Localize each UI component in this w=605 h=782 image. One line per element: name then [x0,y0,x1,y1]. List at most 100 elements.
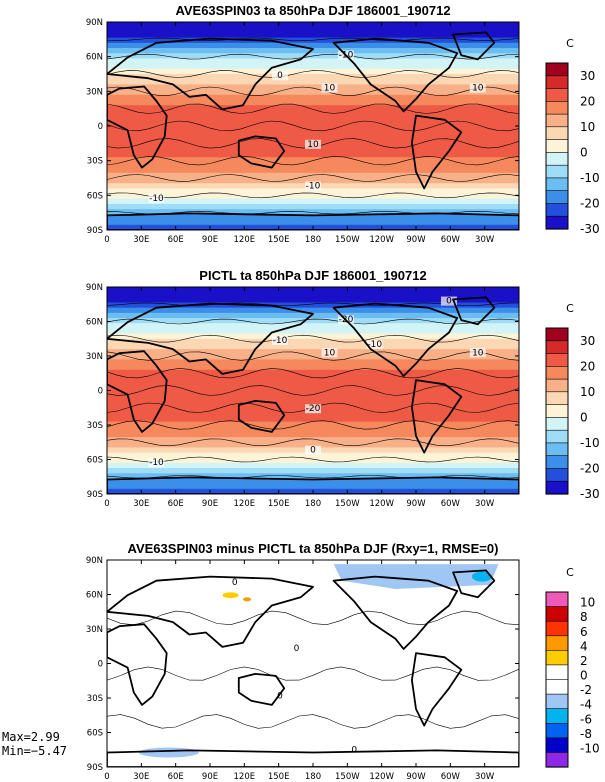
colorbar-label: -30 [580,487,600,501]
colorbar-frame [545,327,569,495]
temperature-band [107,167,519,174]
lon-label: 150E [268,772,290,782]
colorbar-swatch [545,591,569,608]
colorbar-unit: C [566,37,574,50]
colorbar-swatch [545,152,569,166]
colorbar-unit: C [566,302,574,315]
temperature-band [107,349,519,356]
temperature-band [107,483,519,490]
lat-label: 90N [86,18,103,28]
isotherm-line [107,334,519,343]
lon-label: 180 [305,772,321,782]
colorbar-swatch [545,353,569,367]
colorbar-swatch [545,88,569,102]
max-value: Max=2.99 [2,730,60,744]
colorbar-label: -20 [580,461,600,475]
temperature-band [107,318,519,325]
contour-label-bg [366,340,383,350]
temperature-band [107,84,519,91]
colorbar-swatch [545,664,569,681]
isotherm-line [107,456,519,463]
colorbar-label: 30 [580,334,595,348]
contour-label: 0 [446,297,452,307]
lon-label: 60E [168,772,184,782]
temperature-band [107,74,519,80]
temperature-band [107,385,519,392]
colorbar-label: -2 [580,683,592,697]
colorbar-label: 0 [580,410,588,424]
positive-anomaly-core [243,597,252,602]
contour-label: 10 [307,140,319,150]
temperature-band [107,431,519,438]
contour-label: -10 [306,181,321,191]
colorbar-swatch [545,203,569,217]
temperature-band [107,312,519,319]
colorbar-swatch [545,75,569,90]
map-field: 0 0 0 0 [107,560,519,767]
lon-label: 0 [104,499,109,509]
lon-label: 60W [441,499,461,509]
contour-label: 0 [294,644,300,654]
lon-label: 150W [335,235,360,245]
temperature-band [107,442,519,449]
lon-label: 60E [168,235,184,245]
colorbar-swatch [545,679,569,695]
lon-label: 120E [234,772,256,782]
colorbar-label: -30 [580,222,600,236]
contour-label: -10 [149,458,164,468]
colorbar-swatch [545,442,569,457]
temperature-band [107,48,519,54]
temperature-band [107,395,519,402]
temperature-band [107,219,519,226]
contour-label: 0 [351,746,357,756]
colorbar-label: 30 [580,69,595,83]
contour-label-bg [272,71,289,81]
map-panel-3: AVE63SPIN03 minus PICTL ta 850hPa DJF (R… [86,541,600,782]
isotherm-line [107,174,519,182]
lat-label: 30S [87,421,103,431]
colorbar-label: 10 [580,596,595,610]
lon-label: 0 [104,235,109,245]
temperature-band [107,457,519,464]
colorbar-label: 10 [580,385,595,399]
colorbar-swatch [545,737,569,753]
colorbar-label: 6 [580,625,588,639]
colorbar-swatch [545,327,569,342]
temperature-band [107,178,519,184]
colorbar-label: -4 [580,698,592,712]
colorbar-swatch [545,455,569,470]
colorbar-label: 0 [580,669,588,683]
panel-title: AVE63SPIN03 ta 850hPa DJF 186001_190712 [175,3,450,18]
colorbar-swatch [545,693,569,710]
temperature-band [107,338,519,345]
colorbar-swatch [545,620,569,637]
isotherm-line [107,368,519,379]
temperature-band [107,157,519,164]
contour-label: 0 [277,692,283,702]
temperature-band [107,32,519,39]
coastline [107,31,519,230]
lat-label: 90S [87,763,103,773]
temperature-band [107,79,519,86]
colorbar-swatch [545,215,569,230]
colorbar-swatch [545,62,569,77]
temperature-band [107,421,519,428]
negative-anomaly-region [138,747,199,758]
isotherm-line [107,318,519,325]
temperature-band [107,354,519,361]
lon-label: 120E [234,235,256,245]
negative-anomaly-core [471,571,492,582]
isotherm-line [107,86,519,96]
colorbar: C 30 20 10 0 -10 -20 -30 [545,302,600,501]
temperature-band [107,136,519,143]
isotherm-line [107,37,519,41]
lon-label: 30W [475,235,495,245]
colorbar-label: 4 [580,639,588,653]
lon-label: 0 [104,772,109,782]
contour-label: 0 [232,578,238,588]
temperature-band [107,478,519,485]
contour-label: 10 [324,348,336,358]
colorbar-label: -10 [580,171,600,185]
